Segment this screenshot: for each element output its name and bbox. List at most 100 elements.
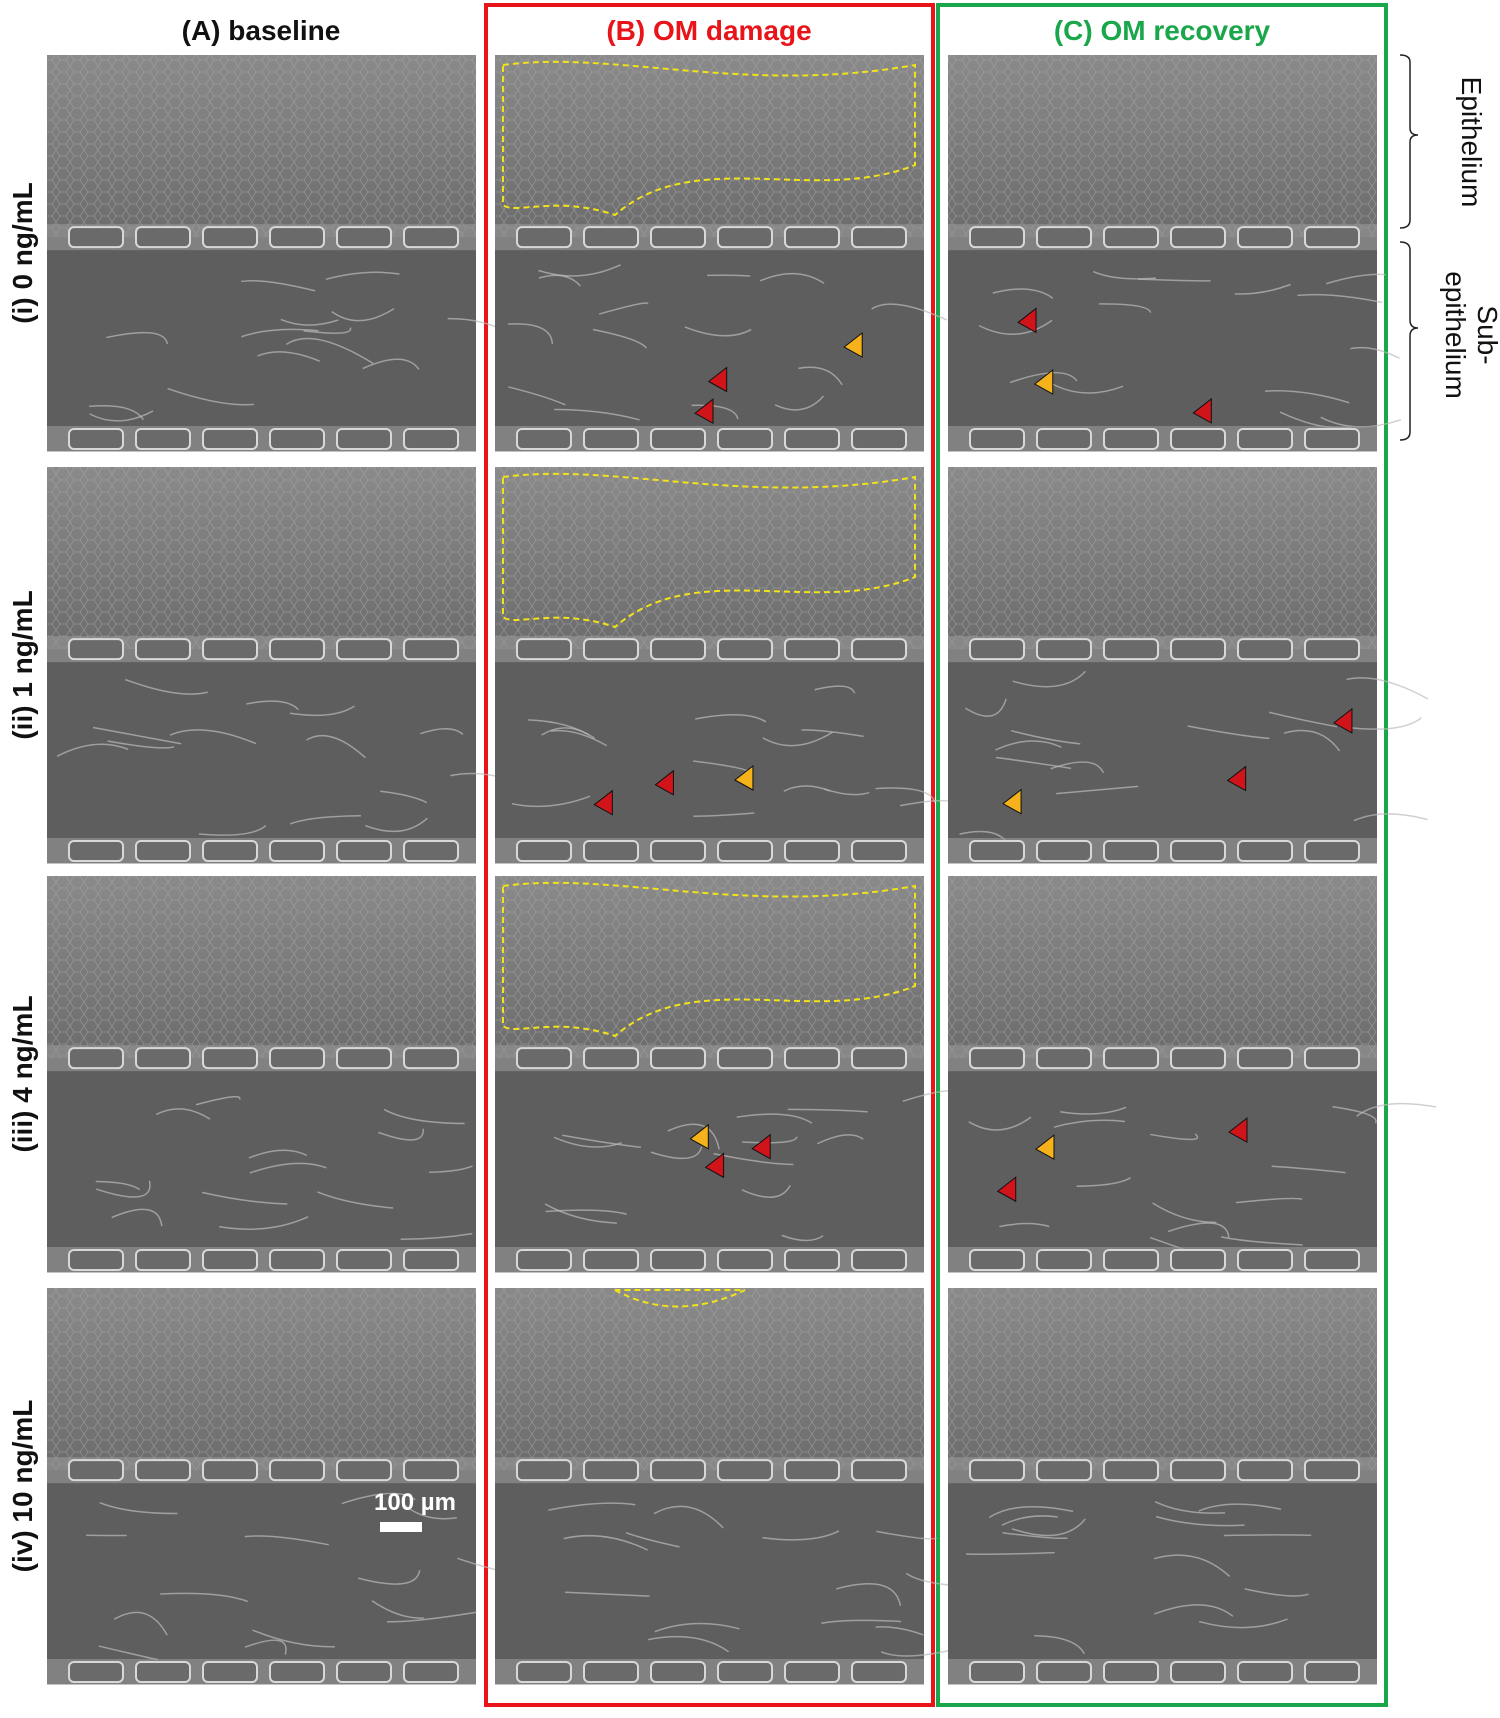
pillar	[1305, 227, 1359, 247]
pillar	[517, 1460, 571, 1480]
pillar	[852, 1662, 906, 1682]
pillar	[404, 639, 458, 659]
pillar	[270, 1250, 324, 1270]
pillar	[1037, 1460, 1091, 1480]
pillar	[1305, 1250, 1359, 1270]
pillar	[69, 1662, 123, 1682]
pillar	[136, 639, 190, 659]
pillar	[270, 227, 324, 247]
pillar	[404, 841, 458, 861]
pillar	[785, 841, 839, 861]
pillar	[1238, 1662, 1292, 1682]
pillar	[404, 1048, 458, 1068]
cell-texture	[495, 1288, 924, 1470]
region-label: epithelium	[1440, 271, 1471, 399]
scale-bar-label: 100 µm	[374, 1489, 456, 1516]
micrograph	[495, 55, 947, 452]
pillar	[970, 1250, 1024, 1270]
pillar	[270, 841, 324, 861]
pillar	[337, 639, 391, 659]
pillar	[651, 1048, 705, 1068]
pillar	[651, 1662, 705, 1682]
pillar	[1037, 1250, 1091, 1270]
cell-texture	[47, 467, 476, 649]
scale-bar	[380, 1522, 422, 1532]
pillar	[136, 227, 190, 247]
region-label: Epithelium	[1456, 77, 1487, 208]
epithelium-bracket	[1400, 55, 1418, 228]
region-label: Sub-	[1472, 305, 1500, 364]
pillar	[1104, 1250, 1158, 1270]
pillar	[1037, 841, 1091, 861]
pillar	[1104, 639, 1158, 659]
pillar	[1305, 1048, 1359, 1068]
pillar	[584, 1048, 638, 1068]
micrograph	[495, 1288, 992, 1685]
pillar	[136, 1250, 190, 1270]
pillar	[852, 227, 906, 247]
row-label: (ii) 1 ng/mL	[7, 590, 38, 739]
pillar	[337, 841, 391, 861]
pillar	[69, 227, 123, 247]
pillar	[970, 1048, 1024, 1068]
pillar	[404, 429, 458, 449]
pillar	[517, 1048, 571, 1068]
pillar	[136, 841, 190, 861]
pillar	[785, 1662, 839, 1682]
pillar	[404, 1460, 458, 1480]
pillar	[718, 639, 772, 659]
pillar	[1037, 429, 1091, 449]
pillar	[852, 1460, 906, 1480]
pillar	[584, 1662, 638, 1682]
pillar	[970, 429, 1024, 449]
pillar	[203, 1662, 257, 1682]
pillar	[852, 1250, 906, 1270]
pillar	[1171, 639, 1225, 659]
pillar	[1037, 639, 1091, 659]
pillar	[69, 1250, 123, 1270]
cell-texture	[495, 55, 924, 237]
pillar	[584, 841, 638, 861]
pillar	[203, 429, 257, 449]
pillar	[270, 1662, 324, 1682]
panels	[47, 55, 1436, 1685]
pillar	[1238, 227, 1292, 247]
row-label: (i) 0 ng/mL	[7, 182, 38, 324]
pillar	[203, 639, 257, 659]
pillar	[1171, 1460, 1225, 1480]
pillar	[337, 1048, 391, 1068]
pillar	[651, 1250, 705, 1270]
pillar	[517, 841, 571, 861]
pillar	[785, 1250, 839, 1270]
pillar	[69, 639, 123, 659]
pillar	[337, 1662, 391, 1682]
pillar	[651, 841, 705, 861]
pillar	[270, 1460, 324, 1480]
pillar	[852, 429, 906, 449]
pillar	[785, 227, 839, 247]
pillar	[584, 429, 638, 449]
pillar	[337, 227, 391, 247]
pillar	[1037, 227, 1091, 247]
row-label: (iii) 4 ng/mL	[7, 995, 38, 1152]
micrograph	[47, 55, 510, 452]
pillar	[337, 1250, 391, 1270]
pillar	[270, 639, 324, 659]
pillar	[718, 841, 772, 861]
pillar	[1238, 841, 1292, 861]
pillar	[1305, 639, 1359, 659]
pillar	[517, 227, 571, 247]
micrograph	[47, 1288, 524, 1685]
pillar	[337, 429, 391, 449]
pillar	[69, 841, 123, 861]
pillar	[1305, 429, 1359, 449]
pillar	[1305, 841, 1359, 861]
pillar	[203, 227, 257, 247]
cell-fiber	[707, 275, 750, 276]
row-labels: (i) 0 ng/mL(ii) 1 ng/mL(iii) 4 ng/mL(iv)…	[7, 182, 38, 1572]
pillar	[718, 227, 772, 247]
pillar	[1238, 639, 1292, 659]
pillar	[785, 639, 839, 659]
micrograph	[495, 467, 955, 864]
pillar	[1238, 1460, 1292, 1480]
